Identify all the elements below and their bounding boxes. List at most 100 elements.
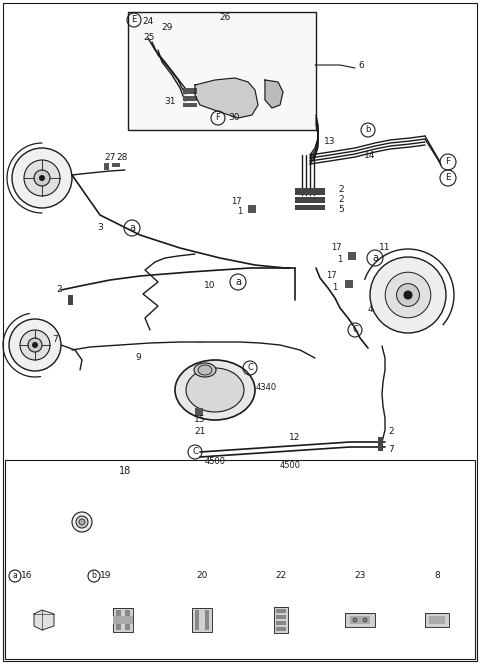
Text: 23: 23	[354, 572, 366, 580]
Text: 7: 7	[52, 335, 58, 345]
Text: 11: 11	[379, 244, 391, 252]
Bar	[248, 205, 256, 213]
Bar	[68, 295, 73, 305]
Text: 8: 8	[434, 572, 440, 580]
Text: 25: 25	[144, 33, 155, 41]
Bar	[295, 197, 325, 203]
Text: 1: 1	[337, 256, 342, 264]
Text: 22: 22	[276, 572, 287, 580]
Text: b: b	[365, 125, 371, 135]
Bar	[205, 610, 209, 630]
Text: F: F	[216, 114, 220, 122]
Bar	[276, 627, 286, 631]
Bar	[350, 616, 370, 624]
Bar	[274, 607, 288, 633]
Circle shape	[9, 319, 61, 371]
Ellipse shape	[76, 516, 88, 528]
Text: 18: 18	[119, 466, 131, 476]
Bar	[378, 437, 383, 451]
Ellipse shape	[194, 363, 216, 377]
Text: 15: 15	[194, 416, 206, 424]
Bar	[183, 96, 197, 101]
Circle shape	[28, 338, 42, 352]
Text: a: a	[372, 253, 378, 263]
Text: 24: 24	[143, 17, 154, 27]
Bar	[345, 280, 353, 288]
Circle shape	[34, 170, 50, 186]
Bar	[274, 607, 288, 633]
Text: 10: 10	[204, 280, 216, 290]
Text: 16: 16	[21, 572, 33, 580]
Bar	[276, 621, 286, 625]
Text: 17: 17	[326, 272, 337, 280]
Text: 13: 13	[324, 137, 336, 147]
Text: C: C	[192, 448, 198, 457]
Text: 7: 7	[388, 446, 394, 454]
Bar	[295, 188, 325, 195]
Text: E: E	[445, 173, 451, 183]
Text: 3: 3	[97, 224, 103, 232]
Bar	[295, 205, 325, 210]
Text: 4500: 4500	[279, 461, 300, 471]
Bar	[345, 613, 375, 627]
Text: 29: 29	[161, 23, 173, 33]
Text: a: a	[129, 223, 135, 233]
Bar	[276, 609, 286, 613]
Bar	[104, 163, 109, 170]
Text: 1: 1	[237, 207, 242, 216]
Circle shape	[403, 290, 413, 299]
Polygon shape	[34, 610, 54, 630]
Bar	[113, 616, 133, 624]
Bar	[195, 610, 199, 630]
Bar	[425, 613, 449, 627]
Circle shape	[24, 160, 60, 196]
Text: 17: 17	[331, 244, 342, 252]
Text: 26: 26	[219, 13, 231, 23]
Text: E: E	[132, 15, 137, 25]
Text: 1: 1	[332, 284, 337, 293]
Text: 19: 19	[100, 572, 112, 580]
Text: 12: 12	[289, 434, 300, 442]
Text: 4340: 4340	[256, 384, 277, 392]
Text: 4500: 4500	[204, 457, 226, 467]
Ellipse shape	[79, 519, 85, 525]
Text: 2: 2	[56, 286, 62, 295]
Bar	[276, 615, 286, 619]
Text: 2: 2	[338, 195, 344, 205]
Circle shape	[396, 284, 420, 306]
Text: a: a	[235, 277, 241, 287]
Text: 21: 21	[194, 428, 206, 436]
Polygon shape	[195, 78, 258, 118]
Text: 2: 2	[338, 185, 344, 195]
Bar	[429, 616, 445, 624]
Bar	[113, 608, 133, 632]
Ellipse shape	[72, 512, 92, 532]
Text: b: b	[92, 572, 96, 580]
Text: 27: 27	[104, 153, 116, 163]
Text: 20: 20	[196, 572, 208, 580]
Text: 4: 4	[368, 305, 373, 315]
Circle shape	[385, 272, 431, 318]
Circle shape	[370, 257, 446, 333]
Text: 14: 14	[364, 151, 376, 159]
Circle shape	[20, 330, 50, 360]
Text: 17: 17	[231, 197, 242, 207]
Bar	[425, 613, 449, 627]
Ellipse shape	[175, 360, 255, 420]
Bar	[5, 460, 475, 659]
Ellipse shape	[186, 368, 244, 412]
Bar	[128, 12, 316, 130]
Text: 28: 28	[116, 153, 128, 163]
Circle shape	[32, 342, 38, 348]
Text: a: a	[12, 572, 17, 580]
Bar	[195, 408, 203, 416]
Text: 9: 9	[135, 353, 141, 363]
Bar	[192, 608, 212, 632]
Bar	[125, 610, 130, 630]
Bar	[348, 252, 356, 260]
Ellipse shape	[363, 618, 367, 622]
Bar	[183, 88, 197, 94]
Text: 2: 2	[388, 428, 394, 436]
Bar	[112, 163, 120, 167]
Bar	[116, 610, 121, 630]
